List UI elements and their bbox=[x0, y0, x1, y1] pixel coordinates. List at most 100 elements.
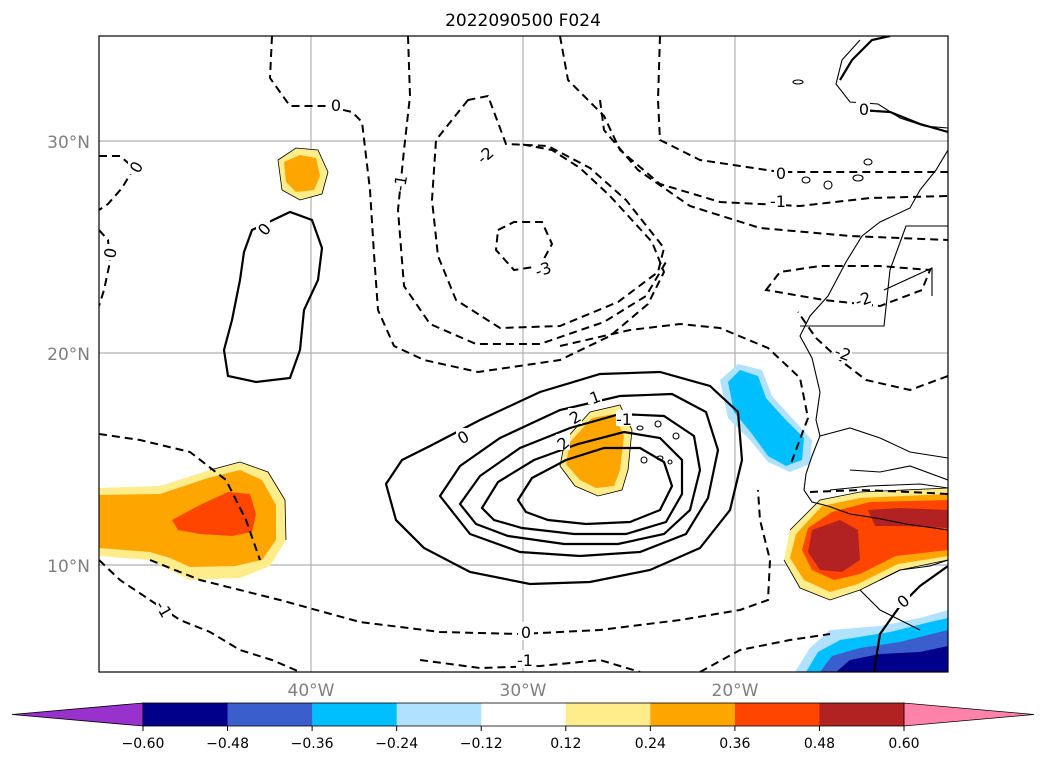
contour-zero-center bbox=[384, 370, 744, 586]
contour-minus3-center bbox=[494, 221, 554, 272]
contour-minus1-upper bbox=[396, 36, 667, 345]
contour-label: -1 bbox=[616, 410, 632, 429]
contour-label: -2 bbox=[852, 288, 873, 311]
contour-zero-west-loop bbox=[222, 210, 324, 384]
svg-text:0: 0 bbox=[859, 100, 869, 119]
contour-zero-northeast bbox=[599, 99, 948, 241]
africa-inland-border-3 bbox=[859, 559, 948, 631]
cold-anomaly-southeast-core bbox=[836, 646, 948, 672]
svg-text:-2: -2 bbox=[832, 342, 853, 365]
contour-minus2-northeast bbox=[656, 36, 948, 173]
filled-anomalies bbox=[99, 148, 948, 672]
contour-minus1-coast bbox=[559, 322, 810, 467]
lat-label-10n: 10°N bbox=[47, 557, 90, 577]
contour-minus1-northeast bbox=[559, 36, 948, 208]
colorbar-tick-label: 0.36 bbox=[719, 736, 750, 752]
contour-zero-south bbox=[149, 489, 772, 636]
contour-label: -3 bbox=[532, 258, 553, 281]
svg-text:-1: -1 bbox=[770, 192, 786, 211]
lat-label-20n: 20°N bbox=[47, 345, 90, 365]
contour-minus1-south bbox=[99, 559, 301, 672]
lon-label-20w: 20°W bbox=[712, 681, 759, 701]
svg-text:-1: -1 bbox=[517, 651, 533, 670]
svg-text:0: 0 bbox=[100, 246, 120, 259]
contour-labels: 0 0 0 0 0 -1 -2 -3 -1 -2 -2 0 -1 0 1 2 2… bbox=[100, 96, 913, 670]
contour-zero-left2 bbox=[99, 229, 112, 307]
svg-text:-1: -1 bbox=[616, 410, 632, 429]
lon-label-30w: 30°W bbox=[500, 681, 547, 701]
svg-text:-2: -2 bbox=[852, 288, 873, 311]
contour-minus2-ring bbox=[430, 94, 666, 330]
contour-minus2-coast bbox=[797, 311, 948, 392]
contour-label: 0 bbox=[518, 622, 534, 642]
africa-coastline bbox=[799, 149, 948, 531]
colorbar-tick-label: 0.24 bbox=[635, 736, 666, 752]
contour-minus1-south2 bbox=[419, 658, 641, 672]
svg-text:0: 0 bbox=[776, 164, 786, 183]
canary-islands bbox=[792, 79, 873, 190]
longitude-labels: 40°W 30°W 20°W bbox=[288, 681, 759, 701]
contour-label: -1 bbox=[151, 598, 175, 621]
map-area: 0 0 0 0 0 -1 -2 -3 -1 -2 -2 0 -1 0 1 2 2… bbox=[99, 36, 948, 672]
colorbar-box bbox=[312, 703, 398, 726]
colorbar: −0.60 −0.48 −0.36 −0.24 −0.12 0.12 0.24 0.36 0.4… bbox=[11, 702, 1035, 752]
contour-label: 2 bbox=[566, 407, 584, 429]
contour-3-center bbox=[480, 430, 684, 536]
map-frame bbox=[98, 35, 949, 673]
svg-text:-1: -1 bbox=[390, 174, 411, 193]
contour-label: 0 bbox=[254, 219, 275, 239]
contour-label: 0 bbox=[126, 158, 147, 176]
colorbar-box bbox=[734, 703, 820, 726]
svg-text:-3: -3 bbox=[532, 258, 553, 281]
svg-text:0: 0 bbox=[521, 623, 531, 642]
svg-text:0: 0 bbox=[331, 96, 341, 115]
colorbar-tick-label: 0.12 bbox=[550, 736, 581, 752]
colorbar-box bbox=[396, 703, 482, 726]
colorbar-tick-label: −0.36 bbox=[291, 736, 334, 752]
colorbar-tick-label: −0.60 bbox=[122, 736, 165, 752]
cold-anomaly-coast-core bbox=[728, 370, 804, 466]
colorbar-box bbox=[143, 703, 229, 726]
colorbar-extend-low bbox=[11, 702, 144, 727]
anomaly-outlines bbox=[209, 147, 948, 601]
colorbar-tick-label: −0.48 bbox=[206, 736, 249, 752]
contour-label: 0 bbox=[893, 591, 913, 612]
colorbar-tick-label: 0.48 bbox=[804, 736, 835, 752]
contour-4-center bbox=[516, 446, 674, 526]
lat-label-30n: 30°N bbox=[47, 133, 90, 153]
contour-label: 0 bbox=[328, 96, 342, 115]
contour-zero-northeast-solid bbox=[839, 36, 948, 134]
contour-minus1-southeast bbox=[699, 633, 831, 672]
lon-label-40w: 40°W bbox=[288, 681, 335, 701]
warm-anomaly-north-core bbox=[284, 155, 320, 192]
colorbar-tick-label: −0.12 bbox=[460, 736, 503, 752]
contour-label: 2 bbox=[553, 433, 573, 454]
contour-2-center bbox=[458, 412, 702, 546]
contour-label: 0 bbox=[100, 244, 121, 260]
positive-contours bbox=[222, 36, 948, 672]
contour-label: 1 bbox=[587, 387, 603, 408]
warm-anomaly-east-peak bbox=[808, 508, 948, 572]
contour-label: -1 bbox=[770, 192, 786, 211]
contour-zero-left bbox=[99, 155, 136, 211]
colorbar-outline bbox=[142, 702, 905, 727]
colorbar-tick-label: 0.60 bbox=[888, 736, 919, 752]
colorbar-box bbox=[565, 703, 651, 726]
contour-label: -2 bbox=[832, 342, 853, 365]
contour-label: 0 bbox=[454, 427, 472, 449]
colorbar-box bbox=[819, 703, 905, 726]
contour-minus2-east bbox=[764, 265, 932, 308]
colorbar-extend-high bbox=[903, 702, 1035, 727]
contour-africa-dashed bbox=[809, 488, 948, 495]
colorbar-box bbox=[650, 703, 736, 726]
contour-label: -1 bbox=[390, 174, 411, 193]
africa-inland-border-1 bbox=[800, 225, 948, 327]
contour-1-center bbox=[438, 392, 720, 558]
contour-label: 0 bbox=[856, 100, 870, 119]
contour-label: -1 bbox=[516, 650, 534, 670]
map-title: 2022090500 F024 bbox=[445, 11, 601, 31]
warm-anomaly-west-peak bbox=[172, 492, 256, 536]
contour-label: 0 bbox=[774, 164, 788, 183]
colorbar-tick-label: −0.24 bbox=[375, 736, 418, 752]
